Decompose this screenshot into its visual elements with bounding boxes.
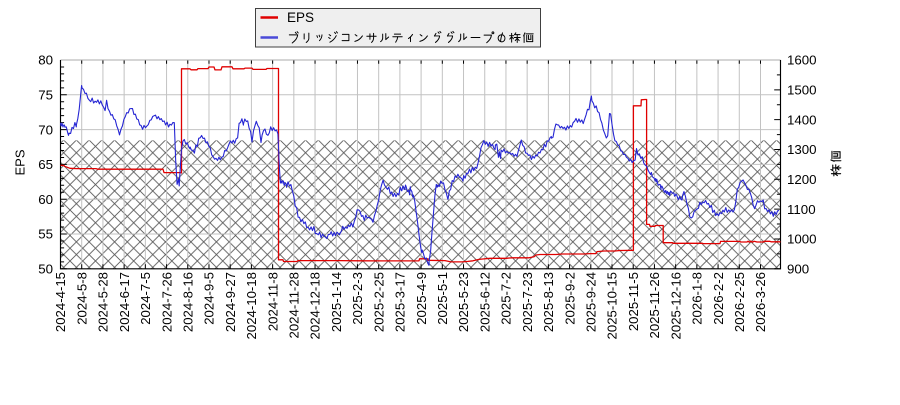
svg-text:2024-11-8: 2024-11-8 (265, 272, 280, 331)
svg-text:2025-4-9: 2025-4-9 (414, 272, 429, 325)
svg-text:2024-8-16: 2024-8-16 (181, 272, 196, 332)
svg-text:2025-10-15: 2025-10-15 (605, 272, 620, 339)
svg-text:60: 60 (38, 192, 53, 207)
svg-text:55: 55 (38, 227, 53, 242)
svg-text:2024-7-5: 2024-7-5 (138, 272, 153, 325)
svg-text:2025-7-23: 2025-7-23 (520, 272, 535, 332)
svg-text:2024-5-28: 2024-5-28 (96, 272, 111, 332)
svg-text:900: 900 (787, 262, 809, 277)
svg-text:1300: 1300 (787, 142, 817, 157)
svg-text:2026-3-26: 2026-3-26 (753, 272, 768, 332)
svg-text:1100: 1100 (787, 202, 816, 217)
svg-text:65: 65 (38, 157, 53, 172)
svg-text:1600: 1600 (787, 53, 817, 68)
svg-text:2025-3-17: 2025-3-17 (393, 272, 408, 332)
svg-text:2025-1-14: 2025-1-14 (329, 272, 344, 332)
svg-text:2024-9-5: 2024-9-5 (202, 272, 217, 325)
svg-text:2024-7-26: 2024-7-26 (159, 272, 174, 332)
svg-text:2024-11-28: 2024-11-28 (287, 272, 302, 338)
svg-text:2025-2-25: 2025-2-25 (371, 272, 386, 332)
svg-text:2025-9-24: 2025-9-24 (584, 272, 599, 332)
svg-text:1500: 1500 (787, 83, 817, 98)
svg-text:2025-2-3: 2025-2-3 (350, 272, 365, 325)
svg-text:2026-2-25: 2026-2-25 (732, 272, 747, 332)
svg-text:80: 80 (38, 53, 53, 68)
svg-text:2024-12-18: 2024-12-18 (308, 272, 323, 339)
svg-text:70: 70 (38, 122, 53, 137)
svg-text:EPS: EPS (13, 149, 28, 175)
svg-text:1200: 1200 (787, 172, 817, 187)
svg-text:2025-12-16: 2025-12-16 (668, 272, 683, 339)
svg-text:2026-1-8: 2026-1-8 (690, 272, 705, 325)
svg-text:2024-10-18: 2024-10-18 (244, 272, 259, 339)
svg-text:2025-8-13: 2025-8-13 (541, 272, 556, 332)
svg-text:2025-9-2: 2025-9-2 (562, 272, 577, 325)
svg-text:2024-6-17: 2024-6-17 (117, 272, 132, 332)
svg-text:2025-5-23: 2025-5-23 (456, 272, 471, 332)
svg-text:2025-11-26: 2025-11-26 (647, 272, 662, 338)
svg-text:2024-4-15: 2024-4-15 (53, 272, 68, 332)
svg-text:2026-2-2: 2026-2-2 (711, 272, 726, 325)
svg-text:2024-9-27: 2024-9-27 (223, 272, 238, 332)
svg-text:2024-5-8: 2024-5-8 (74, 272, 89, 325)
svg-text:50: 50 (38, 262, 53, 277)
svg-text:1000: 1000 (787, 232, 817, 247)
svg-text:1400: 1400 (787, 112, 817, 127)
svg-text:2025-5-1: 2025-5-1 (435, 272, 450, 325)
svg-text:2025-6-12: 2025-6-12 (477, 272, 492, 332)
svg-text:75: 75 (38, 88, 53, 103)
svg-text:2025-7-2: 2025-7-2 (499, 272, 514, 325)
svg-text:2025-11-5: 2025-11-5 (626, 272, 641, 331)
svg-text:EPS: EPS (287, 10, 314, 25)
